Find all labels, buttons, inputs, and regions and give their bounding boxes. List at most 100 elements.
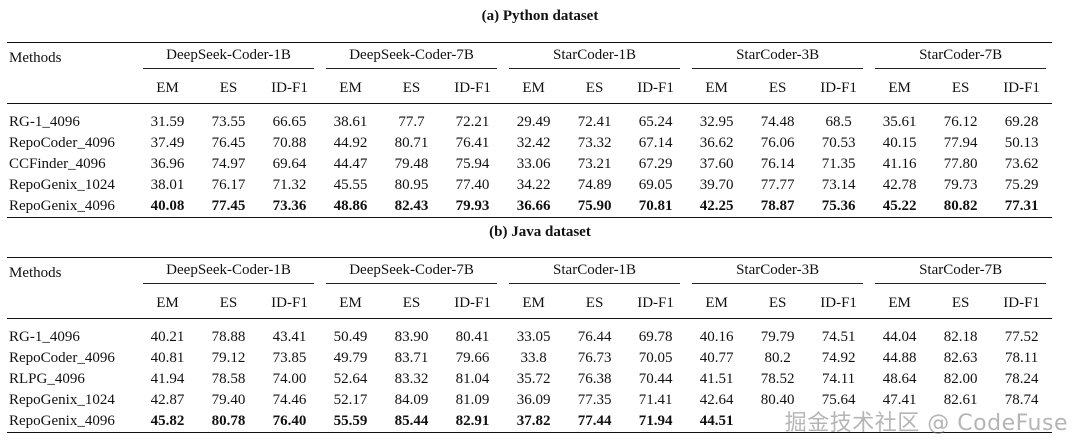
- metric-value: 29.49: [516, 114, 551, 130]
- metric-value: 75.36: [808, 196, 870, 218]
- metric-value: 72.41: [577, 114, 612, 130]
- metric-value: [991, 411, 1053, 433]
- table-row: RG-1_4096 31.59 73.55 66.65 38.61 77.7 72.21 29…: [7, 104, 1052, 134]
- method-name: CCFinder_4096: [9, 156, 106, 172]
- method-name: RepoCoder_4096: [9, 135, 115, 151]
- metric-value: 77.45: [198, 196, 259, 218]
- metric-header: ES: [198, 288, 259, 319]
- metric-value: 73.21: [577, 156, 612, 172]
- metric-value: 45.82: [137, 411, 198, 433]
- metric-value: 78.24: [1004, 371, 1039, 387]
- metric-value: 42.87: [150, 392, 185, 408]
- metric-value: 44.04: [882, 329, 917, 345]
- method-name: RepoGenix_4096: [7, 196, 137, 218]
- metric-value: 45.55: [333, 177, 368, 193]
- method-name: RepoGenix_4096: [7, 411, 137, 433]
- metric-value: 73.85: [272, 350, 307, 366]
- model-header: StarCoder-1B: [503, 42, 687, 73]
- metric-value: 75.29: [1004, 177, 1039, 193]
- metric-value: 82.00: [943, 371, 978, 387]
- metric-value: [747, 411, 809, 433]
- metric-value: 74.51: [821, 329, 856, 345]
- metric-value: 72.21: [455, 114, 490, 130]
- table-row: RLPG_4096 41.94 78.58 74.00 52.64 83.32 81.04 3…: [7, 369, 1052, 390]
- metric-value: 77.80: [943, 156, 978, 172]
- metric-value: 69.78: [638, 329, 673, 345]
- metric-value: 76.06: [760, 135, 795, 151]
- methods-header: Methods: [7, 257, 137, 288]
- metric-value: 83.71: [394, 350, 429, 366]
- model-header: DeepSeek-Coder-1B: [137, 257, 321, 288]
- metric-value: 55.59: [320, 411, 382, 433]
- metric-value: 77.40: [455, 177, 490, 193]
- metric-value: 36.09: [516, 392, 551, 408]
- metric-value: 44.88: [882, 350, 917, 366]
- metric-header: ID-F1: [625, 73, 687, 104]
- metric-value: 68.5: [825, 114, 852, 130]
- metric-value: 39.70: [699, 177, 734, 193]
- metric-header: EM: [686, 73, 748, 104]
- metric-header: EM: [320, 288, 382, 319]
- metric-value: 40.16: [699, 329, 734, 345]
- metric-value: 73.32: [577, 135, 612, 151]
- model-name: StarCoder-1B: [509, 262, 681, 284]
- metric-value: 35.61: [882, 114, 917, 130]
- metric-value: 47.41: [882, 392, 917, 408]
- model-header-row: Methods DeepSeek-Coder-1B DeepSeek-Coder-7…: [7, 257, 1053, 288]
- metric-header-row: EM ES ID-F1 EM ES ID-F1 EM ES ID-F1 EM ES ID-F1 EM ES…: [7, 73, 1053, 104]
- metric-value: 82.61: [943, 392, 978, 408]
- metric-header: EM: [686, 288, 748, 319]
- metric-value: 77.7: [398, 114, 425, 130]
- metric-value: 82.63: [943, 350, 978, 366]
- table-row: RepoCoder_4096 40.81 79.12 73.85 49.79 83.71 7…: [7, 348, 1052, 369]
- metric-value: 66.65: [272, 114, 307, 130]
- metric-value: 33.05: [516, 329, 551, 345]
- metric-value: 70.81: [625, 196, 687, 218]
- metric-header: EM: [869, 288, 931, 319]
- metric-value: 44.47: [333, 156, 368, 172]
- metric-value: 79.40: [211, 392, 246, 408]
- model-name: DeepSeek-Coder-7B: [326, 47, 498, 69]
- model-header: DeepSeek-Coder-7B: [320, 42, 504, 73]
- metric-value: 76.40: [259, 411, 321, 433]
- metric-value: 33.8: [520, 350, 547, 366]
- metric-header: ES: [381, 288, 443, 319]
- metric-value: 48.86: [320, 196, 382, 218]
- metric-header: ID-F1: [625, 288, 687, 319]
- metric-value: 37.60: [699, 156, 734, 172]
- metric-value: 71.35: [821, 156, 856, 172]
- metric-value: 48.64: [882, 371, 917, 387]
- metric-value: 76.41: [455, 135, 490, 151]
- metric-value: 79.48: [394, 156, 429, 172]
- metric-value: 75.64: [821, 392, 856, 408]
- metric-header: ID-F1: [442, 73, 504, 104]
- metric-value: 31.59: [150, 114, 185, 130]
- metric-header: EM: [503, 288, 565, 319]
- metric-value: 77.94: [943, 135, 978, 151]
- metric-value: 74.00: [272, 371, 307, 387]
- metric-header: EM: [320, 73, 382, 104]
- metric-value: 76.44: [577, 329, 612, 345]
- model-name: StarCoder-7B: [875, 47, 1047, 69]
- metric-value: 70.44: [638, 371, 673, 387]
- metric-value: 32.95: [699, 114, 734, 130]
- metric-value: 79.93: [442, 196, 504, 218]
- metric-value: 71.32: [272, 177, 307, 193]
- python-caption: (a) Python dataset: [481, 8, 599, 24]
- method-name: RepoCoder_4096: [9, 350, 115, 366]
- metric-value: 76.12: [943, 114, 978, 130]
- metric-value: 83.32: [394, 371, 429, 387]
- method-name: RG-1_4096: [9, 114, 80, 130]
- metric-header: ES: [198, 73, 259, 104]
- metric-header: ES: [747, 73, 809, 104]
- model-header: DeepSeek-Coder-1B: [137, 42, 321, 73]
- model-name: StarCoder-3B: [692, 47, 864, 69]
- metric-header: EM: [503, 73, 565, 104]
- metric-value: 74.46: [272, 392, 307, 408]
- metric-value: 75.90: [564, 196, 626, 218]
- metric-value: 79.79: [760, 329, 795, 345]
- table-row: RepoGenix_4096 45.82 80.78 76.40 55.59 85.44 8…: [7, 411, 1053, 433]
- model-header: StarCoder-3B: [686, 257, 870, 288]
- metric-value: 76.38: [577, 371, 612, 387]
- metric-value: 67.29: [638, 156, 673, 172]
